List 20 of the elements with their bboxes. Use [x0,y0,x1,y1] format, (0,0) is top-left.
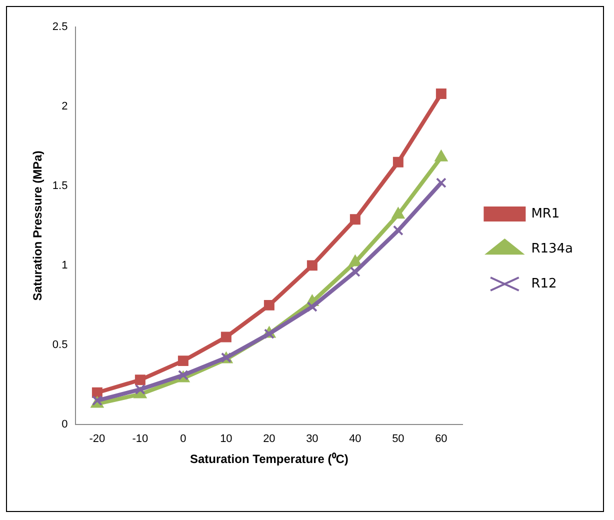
x-tick-label: 30 [306,433,318,446]
y-tick-label: 0 [62,418,68,430]
legend-label: R134a [531,241,573,256]
x-tick-label: 60 [435,433,448,446]
y-tick-label: 0.5 [52,338,68,351]
legend-label: MR1 [531,206,560,222]
y-tick-label: 2.5 [52,21,68,34]
y-tick-label: 2 [62,100,68,113]
x-tick-label: 50 [392,433,404,446]
y-tick-label: 1 [62,259,68,272]
x-axis-title: Saturation Temperature (⁰C) [190,452,348,466]
x-tick-label: 10 [220,433,232,446]
x-tick-label: 20 [263,433,276,446]
legend-label: R12 [531,276,557,292]
y-axis-title: Saturation Pressure (MPa) [30,150,45,301]
x-tick-label: -20 [89,433,106,446]
x-tick-label: -10 [132,433,148,446]
y-tick-label: 1.5 [52,180,68,192]
x-tick-label: 40 [349,433,362,446]
x-tick-label: 0 [180,433,186,446]
